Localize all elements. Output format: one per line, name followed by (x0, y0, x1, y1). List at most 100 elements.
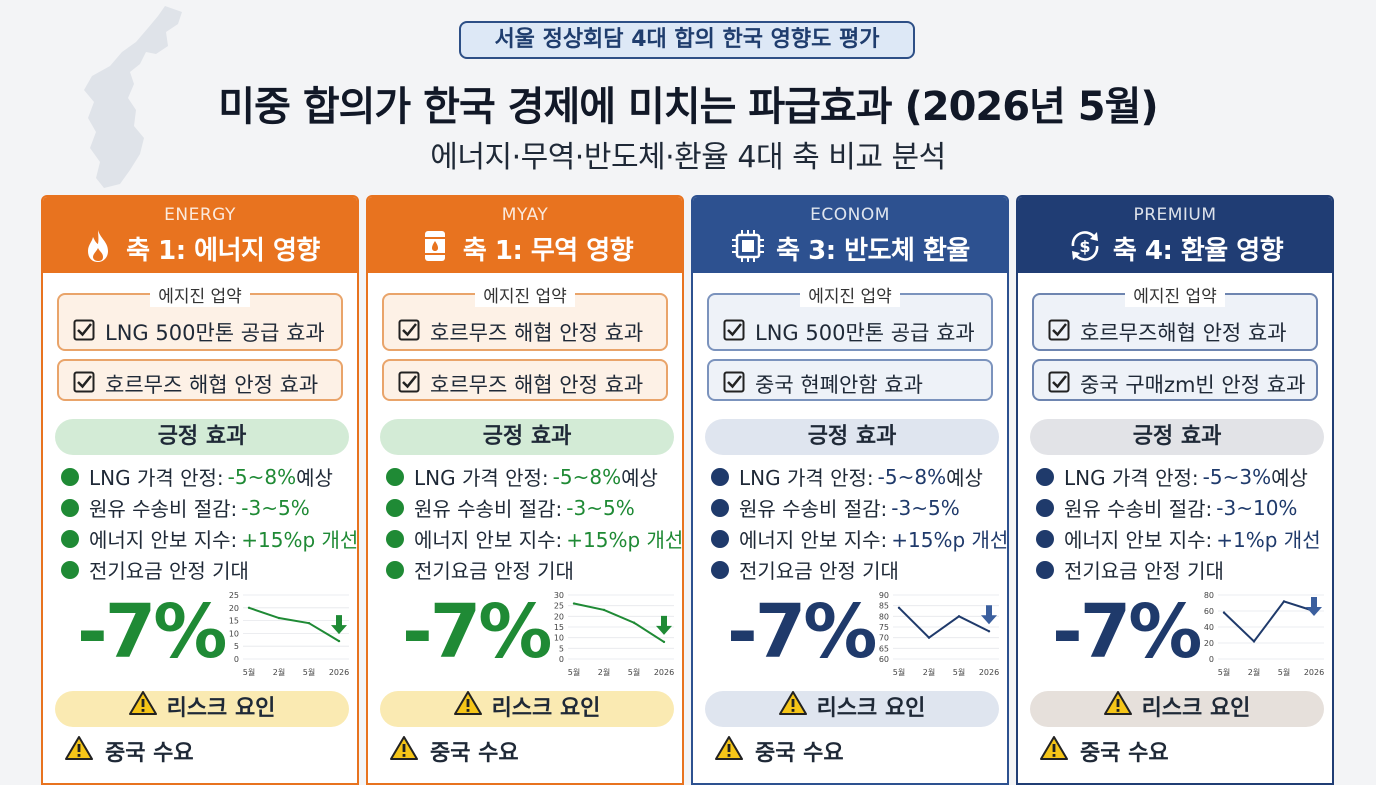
data-point (277, 616, 281, 620)
positive-bullet: 원유 수송비 절감: -3~5% (386, 492, 682, 523)
column-tag: ECONOM (810, 205, 890, 225)
checkbox-icon (1048, 319, 1070, 346)
y-tick-label: 15 (229, 617, 239, 626)
data-point (662, 640, 666, 644)
oil-barrel-icon (417, 228, 453, 268)
risk-pill: 리스크 요인 (705, 691, 999, 727)
data-point (337, 639, 341, 643)
column-header: MYAY 축 1: 무역 영향 (368, 197, 682, 273)
y-tick-label: 25 (229, 591, 239, 600)
y-tick-label: 75 (879, 623, 889, 632)
positive-bullet: 원유 수송비 절감: -3~5% (711, 492, 1007, 523)
y-tick-label: 0 (234, 655, 239, 664)
column-tag: MYAY (501, 205, 549, 225)
data-point (602, 608, 606, 612)
data-point (632, 621, 636, 624)
agreement-item: 호르무즈 해협 안정 효과 (430, 373, 644, 397)
bullet-dot-icon (386, 560, 404, 579)
bullet-value: -3~5% (241, 495, 310, 520)
data-point (987, 630, 991, 633)
down-arrow-icon (656, 615, 672, 635)
bullet-text: 전기요금 안정 기대 (89, 559, 249, 583)
checkbox-icon (398, 319, 420, 346)
column-semiconductor: ECONOM 축 3: 반도체 환율 에지진 업약 LNG 500만톤 공급 효… (691, 195, 1009, 785)
bullet-dot-icon (711, 467, 729, 486)
positive-bullet: 원유 수송비 절감: -3~10% (1036, 492, 1332, 523)
risk-item: 중국 수요 (65, 735, 194, 767)
bullet-dot-icon (1036, 498, 1054, 517)
agreement-box: 에지진 업약 호르무즈해협 안정 효과 (1032, 287, 1318, 351)
risk-pill: 리스크 요인 (1030, 691, 1324, 727)
currency-exchange-icon: $ (1067, 228, 1103, 268)
bullet-text: 전기요금 안정 기대 (739, 559, 899, 583)
bullet-dot-icon (386, 529, 404, 548)
data-point (247, 606, 251, 609)
bullet-text: 원유 수송비 절감: (739, 497, 888, 521)
big-value: -7% (402, 589, 552, 675)
checkbox-icon (398, 371, 420, 398)
x-tick-label: 2월 (598, 667, 610, 677)
positive-bullet: 원유 수송비 절감: -3~5% (61, 492, 357, 523)
positive-bullets: LNG 가격 안정: -5~8% 예상 원유 수송비 절감: -3~5% 에너지… (386, 461, 684, 585)
bullet-value: +15%p 개선 (566, 528, 684, 552)
positive-bullet: 전기요금 안정 기대 (1036, 554, 1332, 585)
y-tick-label: 10 (229, 629, 239, 638)
column-title: 축 1: 무역 영향 (462, 235, 634, 266)
checkbox-icon (723, 319, 745, 346)
warning-icon (65, 735, 93, 767)
bullet-value: -5~8% (877, 464, 947, 489)
positive-effect-pill: 긍정 효과 (55, 419, 349, 455)
bullet-text: LNG 가격 안정: (1064, 466, 1199, 490)
x-tick-label: 5월 (1278, 667, 1290, 677)
column-title: 축 3: 반도체 환율 (776, 235, 970, 266)
agreement-box: 호르무즈 해협 안정 효과 (57, 359, 343, 401)
page-subtitle: 에너지·무역·반도체·환율 4대 축 비교 분석 (430, 140, 946, 175)
bullet-text: 원유 수송비 절감: (1064, 497, 1213, 521)
positive-bullet: 에너지 안보 지수: +1%p 개선 (1036, 523, 1332, 554)
data-point (1282, 600, 1286, 603)
agreement-item: 중국 현폐안함 효과 (755, 373, 923, 397)
warning-icon (390, 735, 418, 767)
y-tick-label: 30 (554, 591, 564, 600)
risk-label: 리스크 요인 (491, 696, 601, 721)
checkbox-icon (73, 319, 95, 346)
risk-item: 중국 수요 (1040, 735, 1169, 767)
agreement-label: 에지진 업약 (475, 287, 575, 307)
y-tick-label: 65 (879, 644, 889, 653)
bullet-dot-icon (61, 529, 79, 548)
y-tick-label: 80 (879, 612, 889, 621)
data-point (1222, 611, 1226, 614)
risk-label: 리스크 요인 (1141, 696, 1251, 721)
x-tick-label: 2026 (979, 668, 999, 677)
agreement-box: 중국 현폐안함 효과 (707, 359, 993, 401)
down-arrow-icon (1306, 597, 1322, 616)
bullet-dot-icon (711, 529, 729, 548)
bullet-dot-icon (1036, 529, 1054, 548)
x-tick-label: 5월 (953, 667, 965, 677)
column-trade: MYAY 축 1: 무역 영향 에지진 업약 호르무즈 해협 안정 효과 호르무… (366, 195, 684, 785)
bullet-suffix: 예상 (1271, 466, 1308, 490)
data-point (572, 602, 576, 605)
y-tick-label: 15 (554, 623, 564, 632)
column-tag: PREMIUM (1133, 205, 1217, 225)
y-tick-label: 60 (879, 655, 889, 664)
risk-label: 리스크 요인 (166, 696, 276, 721)
data-point (927, 636, 931, 639)
y-tick-label: 70 (879, 634, 889, 643)
chip-icon (730, 228, 766, 268)
agreement-item: 호르무즈 해협 안정 효과 (430, 321, 644, 345)
x-tick-label: 5월 (568, 667, 580, 677)
bullet-value: +15%p 개선 (891, 528, 1009, 552)
bullet-dot-icon (61, 560, 79, 579)
x-tick-label: 2월 (1248, 667, 1260, 677)
checkbox-icon (723, 371, 745, 398)
bullet-dot-icon (61, 498, 79, 517)
positive-bullet: 에너지 안보 지수: +15%p 개선 (711, 523, 1009, 554)
positive-bullets: LNG 가격 안정: -5~8% 예상 원유 수송비 절감: -3~5% 에너지… (61, 461, 357, 585)
warning-icon (453, 690, 482, 728)
y-tick-label: 85 (879, 602, 889, 611)
column-header: ENERGY 축 1: 에너지 영향 (43, 197, 357, 273)
bullet-dot-icon (711, 560, 729, 579)
x-tick-label: 5월 (243, 667, 255, 677)
